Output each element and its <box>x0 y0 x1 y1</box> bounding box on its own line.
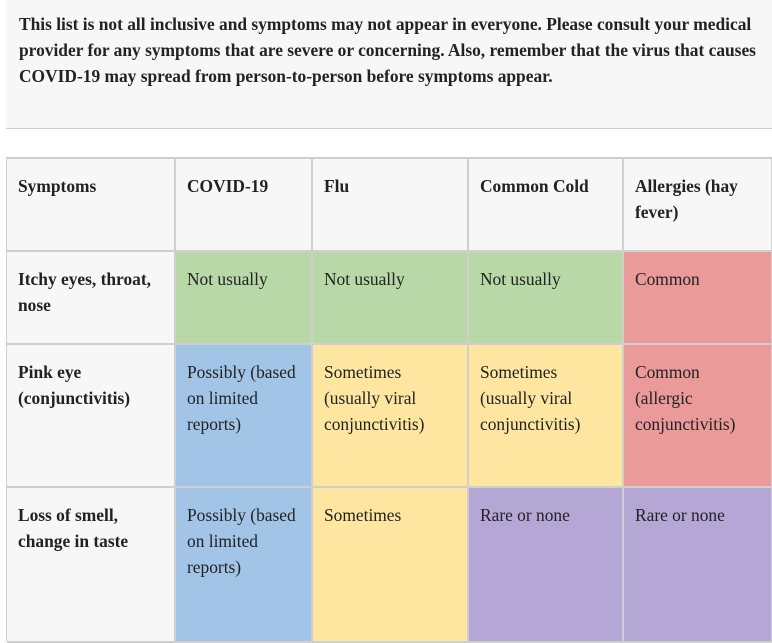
cell-smell-covid19: Possibly (based on limited reports) <box>176 488 313 643</box>
row-label-itchy-eyes: Itchy eyes, throat, nose <box>7 252 176 345</box>
cell-pinkeye-cold: Sometimes (usually viral conjunctivitis) <box>469 345 624 488</box>
cell-smell-cold: Rare or none <box>469 488 624 643</box>
header-flu: Flu <box>313 159 469 252</box>
header-symptoms: Symptoms <box>7 159 176 252</box>
cell-itchy-covid19: Not usually <box>176 252 313 345</box>
header-covid19: COVID-19 <box>176 159 313 252</box>
symptom-comparison-table: Symptoms COVID-19 Flu Common Cold Allerg… <box>6 157 772 643</box>
row-label-pink-eye: Pink eye (conjunctivitis) <box>7 345 176 488</box>
cell-smell-flu: Sometimes <box>313 488 469 643</box>
header-common-cold: Common Cold <box>469 159 624 252</box>
cell-pinkeye-flu: Sometimes (usually viral conjunctivitis) <box>313 345 469 488</box>
row-label-loss-of-smell: Loss of smell, change in taste <box>7 488 176 643</box>
cell-pinkeye-covid19: Possibly (based on limited reports) <box>176 345 313 488</box>
cell-smell-allergies: Rare or none <box>624 488 772 643</box>
cell-pinkeye-allergies: Common (allergic conjunctivitis) <box>624 345 772 488</box>
cell-itchy-flu: Not usually <box>313 252 469 345</box>
header-allergies: Allergies (hay fever) <box>624 159 772 252</box>
cell-itchy-allergies: Common <box>624 252 772 345</box>
notice-text: This list is not all inclusive and sympt… <box>19 14 756 86</box>
notice-box: This list is not all inclusive and sympt… <box>6 0 772 129</box>
cell-itchy-cold: Not usually <box>469 252 624 345</box>
